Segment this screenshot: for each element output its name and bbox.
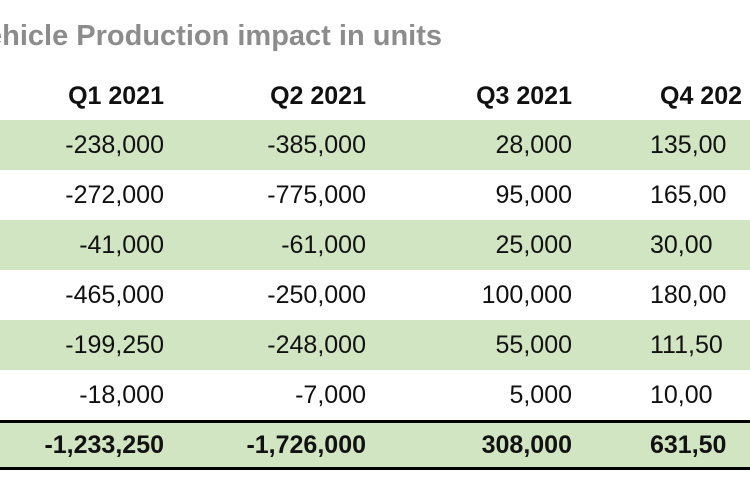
table-cell: 10,00 xyxy=(650,380,713,409)
table-cell: -385,000 xyxy=(267,130,366,159)
table-cell: -199,250 xyxy=(65,330,164,359)
table-row: -199,250 -248,000 55,000 111,50 xyxy=(0,320,750,370)
table-cell: 30,00 xyxy=(650,230,713,259)
table-cell: 165,00 xyxy=(650,180,727,209)
total-cell: -1,726,000 xyxy=(246,430,366,459)
table-cell: 100,000 xyxy=(481,280,572,309)
table-cell: -238,000 xyxy=(65,130,164,159)
total-cell: -1,233,250 xyxy=(44,430,164,459)
table-cell: -248,000 xyxy=(267,330,366,359)
column-header-q2-2021: Q2 2021 xyxy=(270,81,366,110)
table-cell: 180,00 xyxy=(650,280,727,309)
table-cell: 5,000 xyxy=(509,380,572,409)
column-header-q1-2021: Q1 2021 xyxy=(68,81,164,110)
header-row: Q1 2021 Q2 2021 Q3 2021 Q4 202 xyxy=(0,72,750,120)
table-cell: -18,000 xyxy=(79,380,164,409)
table-cell: -272,000 xyxy=(65,180,164,209)
table-cell: 135,00 xyxy=(650,130,727,159)
total-cell: 631,50 xyxy=(650,430,727,459)
table-row: -272,000 -775,000 95,000 165,00 xyxy=(0,170,750,220)
table-row: -465,000 -250,000 100,000 180,00 xyxy=(0,270,750,320)
table-row: -18,000 -7,000 5,000 10,00 xyxy=(0,370,750,420)
table-cell: 95,000 xyxy=(495,180,572,209)
table-cell: 55,000 xyxy=(495,330,572,359)
table-cell: -465,000 xyxy=(65,280,164,309)
table-cell: -41,000 xyxy=(79,230,164,259)
total-row: -1,233,250 -1,726,000 308,000 631,50 xyxy=(0,420,750,470)
table-title: ehicle Production impact in units xyxy=(0,20,442,52)
table-cell: 111,50 xyxy=(650,330,723,359)
table-row: -238,000 -385,000 28,000 135,00 xyxy=(0,120,750,170)
column-header-q3-2021: Q3 2021 xyxy=(476,81,572,110)
table-cell: -250,000 xyxy=(267,280,366,309)
table-cell: -775,000 xyxy=(267,180,366,209)
table-cell: 25,000 xyxy=(495,230,572,259)
production-table: Q1 2021 Q2 2021 Q3 2021 Q4 202 -238,000 … xyxy=(0,72,750,470)
total-cell: 308,000 xyxy=(481,430,572,459)
table-cell: -61,000 xyxy=(281,230,366,259)
table-row: -41,000 -61,000 25,000 30,00 xyxy=(0,220,750,270)
table-cell: 28,000 xyxy=(495,130,572,159)
column-header-q4-2021: Q4 202 xyxy=(660,81,743,110)
table-cell: -7,000 xyxy=(295,380,366,409)
